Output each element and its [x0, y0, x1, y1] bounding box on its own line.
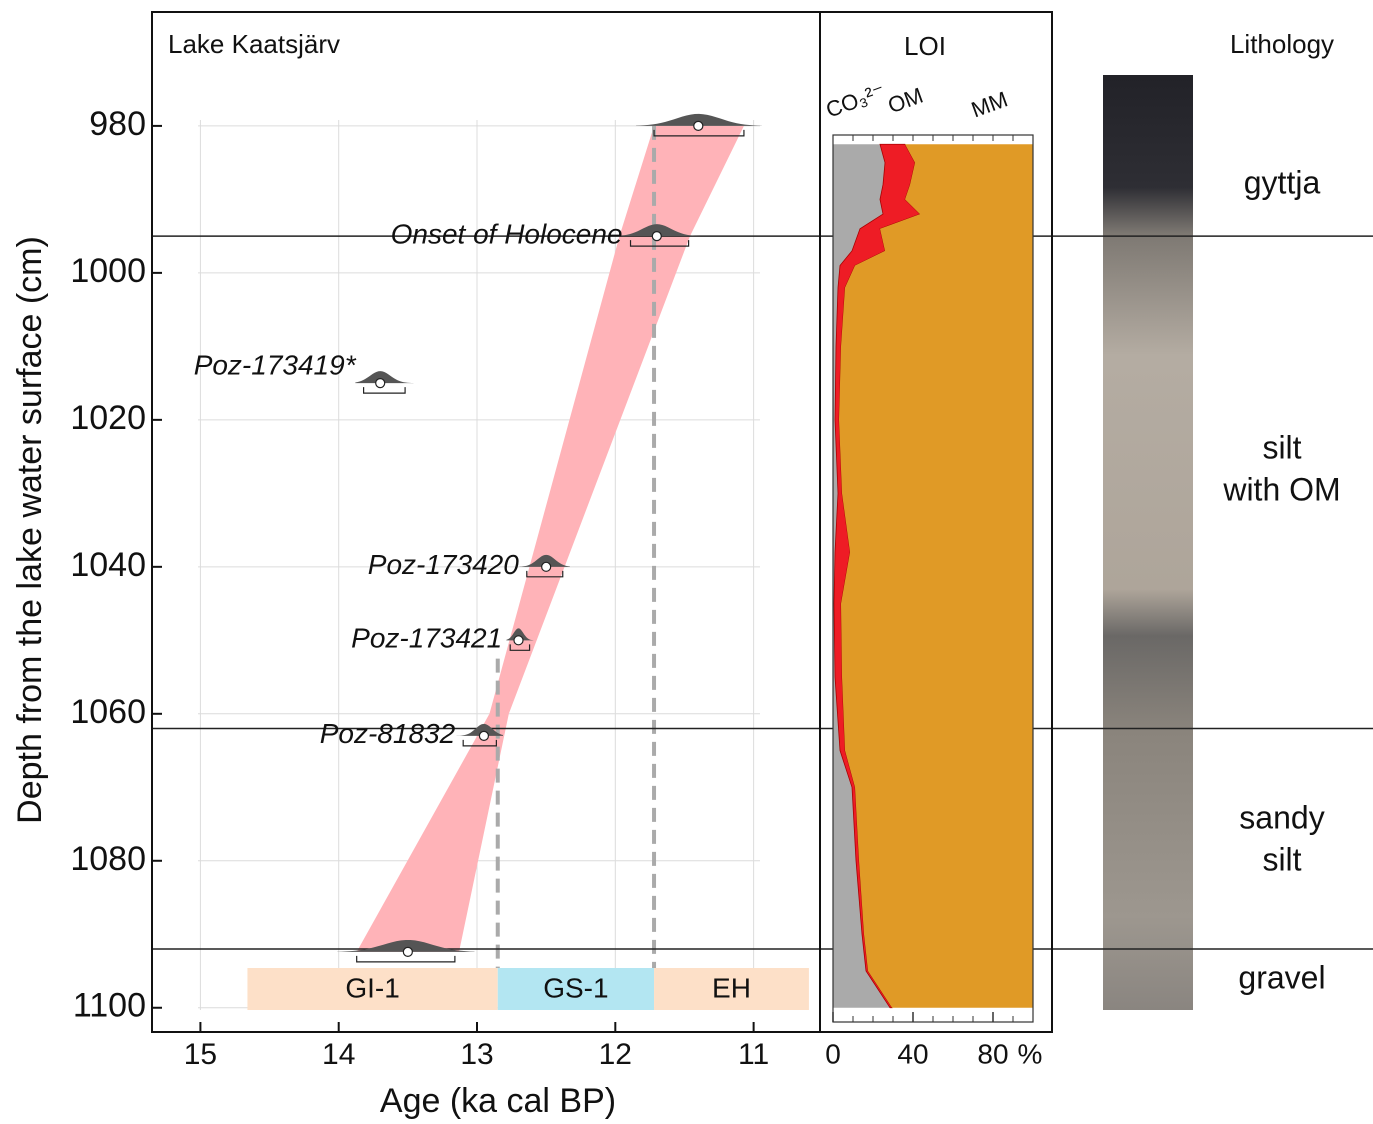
x-tick-label: 11: [738, 1038, 769, 1071]
y-axis-title: Depth from the lake water surface (cm): [11, 236, 49, 824]
y-tick-label: 1000: [70, 252, 146, 290]
date-error-bar: [653, 129, 745, 137]
y-tick-label: 1100: [73, 987, 146, 1025]
date-distribution: [456, 723, 504, 736]
unit-label: silt: [1262, 841, 1301, 877]
x-tick-label: 40: [897, 1038, 928, 1069]
y-tick-label: 1060: [70, 693, 146, 731]
x-tick-label: 0: [825, 1038, 841, 1069]
date-error-bar: [363, 387, 406, 394]
date-point: [513, 635, 524, 646]
x-unit: %: [1018, 1038, 1043, 1069]
unit-label: gyttja: [1244, 164, 1321, 200]
axes-frame: [151, 11, 1053, 1033]
date-point: [651, 231, 662, 242]
date-distribution: [337, 939, 475, 952]
date-point: [478, 730, 490, 741]
date-distribution: [506, 628, 534, 641]
loi-area: [833, 144, 890, 1008]
x-tick-label: 80: [977, 1038, 1008, 1069]
age-model-band: [356, 125, 744, 952]
zone: [497, 968, 655, 1010]
x-tick-label: 12: [599, 1038, 632, 1071]
legend-label: OM: [884, 83, 926, 119]
date-error-bar: [526, 570, 564, 578]
date-error-bar: [462, 739, 497, 747]
zone-label: GI-1: [345, 972, 399, 1003]
core-photo: [1103, 75, 1193, 1010]
loi-area: [839, 144, 1033, 1008]
panel-title: Lithology: [1230, 29, 1334, 59]
panel-title: Lake Kaatsjärv: [168, 29, 340, 59]
zone-label: EH: [712, 972, 751, 1003]
date-distribution: [355, 371, 414, 384]
date-label: Poz-81832: [320, 718, 456, 749]
date-point: [375, 378, 386, 389]
date-label: Poz-173419*: [194, 350, 357, 381]
date-label: Onset of Holocene: [391, 219, 623, 250]
unit-label: gravel: [1238, 959, 1325, 995]
x-tick-label: 15: [184, 1038, 217, 1071]
y-tick-label: 1020: [70, 399, 146, 437]
x-axis-title: Age (ka cal BP): [380, 1082, 616, 1120]
legend-label: MM: [968, 86, 1011, 122]
date-distribution: [636, 113, 762, 126]
date-error-bar: [629, 240, 690, 247]
zone-label: GS-1: [543, 972, 608, 1003]
y-tick-label: 1080: [70, 840, 146, 878]
x-tick-label: 13: [460, 1038, 493, 1071]
date-point: [541, 561, 552, 572]
date-label: Poz-173421: [351, 623, 502, 654]
unit-label: with OM: [1222, 471, 1340, 507]
zone: [247, 968, 498, 1010]
date-label: Poz-173420: [368, 549, 519, 580]
y-tick-label: 980: [89, 105, 146, 143]
date-error-bar: [509, 644, 531, 651]
unit-label: sandy: [1239, 799, 1324, 835]
y-tick-label: 1040: [70, 546, 146, 584]
date-point: [402, 946, 413, 957]
date-error-bar: [356, 955, 456, 963]
date-distribution: [519, 554, 570, 567]
zone: [654, 968, 809, 1010]
x-tick-label: 14: [322, 1038, 355, 1071]
date-distribution: [618, 224, 701, 237]
date-point: [693, 120, 704, 132]
legend-label: CO₃²⁻: [823, 78, 889, 122]
unit-label: silt: [1262, 429, 1301, 465]
panel-title: LOI: [904, 31, 946, 61]
